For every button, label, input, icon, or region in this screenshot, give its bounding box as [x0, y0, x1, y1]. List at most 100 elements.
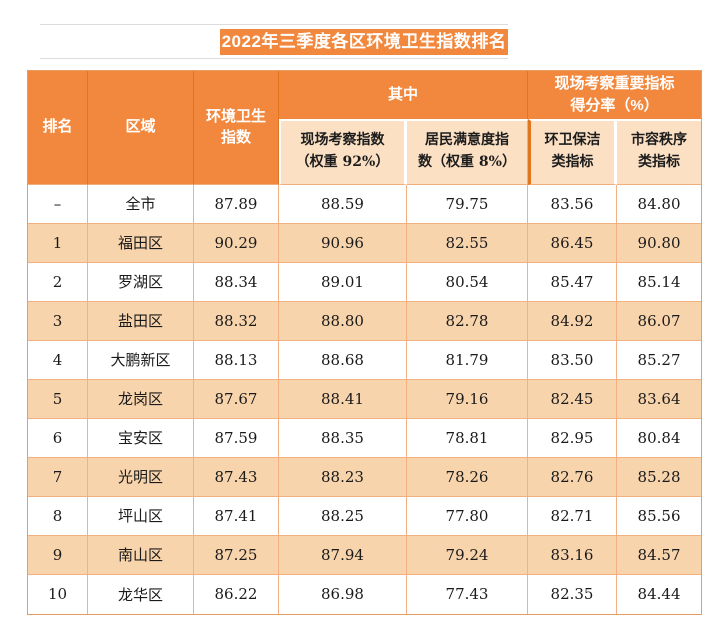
title-section: 2022年三季度各区环境卫生指数排名 [40, 24, 508, 59]
table-row: 2 罗湖区 88.34 89.01 80.54 85.47 85.14 [28, 262, 702, 302]
table-body: – 全市 87.89 88.59 79.75 83.56 84.80 1 福田区 90.29 90.… [28, 184, 702, 614]
cell-district: 盐田区 [88, 301, 194, 341]
cell-city-order: 86.07 [617, 301, 702, 341]
cell-hygiene-index: 90.29 [194, 223, 279, 263]
cell-district: 罗湖区 [88, 262, 194, 302]
cell-sanitation: 83.50 [528, 340, 618, 380]
cell-hygiene-index: 88.34 [194, 262, 279, 302]
cell-city-order: 84.44 [617, 574, 702, 614]
cell-satisfaction: 82.55 [407, 223, 529, 263]
table-row: 10 龙华区 86.22 86.98 77.43 82.35 84.44 [28, 574, 702, 614]
cell-satisfaction: 78.26 [407, 457, 529, 497]
cell-district: 坪山区 [88, 496, 194, 536]
header-hygiene-index: 环境卫生 指数 [194, 71, 279, 185]
header-resident-satisfaction-index: 居民满意度指 数（权重 8%） [407, 118, 529, 185]
cell-city-order: 84.57 [617, 535, 702, 575]
cell-hygiene-index: 86.22 [194, 574, 279, 614]
cell-sanitation: 83.16 [528, 535, 618, 575]
cell-district: 龙岗区 [88, 379, 194, 419]
cell-hygiene-index: 88.32 [194, 301, 279, 341]
cell-satisfaction: 79.24 [407, 535, 529, 575]
cell-rank: 3 [28, 301, 88, 341]
cell-onsite-inspection: 86.98 [279, 574, 407, 614]
cell-hygiene-index: 88.13 [194, 340, 279, 380]
cell-rank: – [28, 184, 88, 224]
cell-satisfaction: 79.16 [407, 379, 529, 419]
cell-onsite-inspection: 88.25 [279, 496, 407, 536]
table-row: – 全市 87.89 88.59 79.75 83.56 84.80 [28, 184, 702, 224]
cell-district: 龙华区 [88, 574, 194, 614]
cell-satisfaction: 82.78 [407, 301, 529, 341]
cell-city-order: 85.27 [617, 340, 702, 380]
cell-satisfaction: 80.54 [407, 262, 529, 302]
cell-onsite-inspection: 88.80 [279, 301, 407, 341]
cell-district: 光明区 [88, 457, 194, 497]
cell-sanitation: 82.71 [528, 496, 618, 536]
cell-rank: 6 [28, 418, 88, 458]
cell-rank: 4 [28, 340, 88, 380]
table-row: 5 龙岗区 87.67 88.41 79.16 82.45 83.64 [28, 379, 702, 419]
cell-city-order: 83.64 [617, 379, 702, 419]
cell-sanitation: 85.47 [528, 262, 618, 302]
cell-district: 南山区 [88, 535, 194, 575]
cell-city-order: 85.56 [617, 496, 702, 536]
cell-district: 大鹏新区 [88, 340, 194, 380]
cell-onsite-inspection: 88.23 [279, 457, 407, 497]
cell-rank: 8 [28, 496, 88, 536]
cell-onsite-inspection: 88.68 [279, 340, 407, 380]
cell-sanitation: 82.35 [528, 574, 618, 614]
header-sanitation-indicator: 环卫保洁 类指标 [528, 118, 618, 185]
table-row: 8 坪山区 87.41 88.25 77.80 82.71 85.56 [28, 496, 702, 536]
page-title: 2022年三季度各区环境卫生指数排名 [220, 29, 508, 55]
cell-hygiene-index: 87.25 [194, 535, 279, 575]
cell-onsite-inspection: 88.41 [279, 379, 407, 419]
cell-city-order: 90.80 [617, 223, 702, 263]
cell-district: 福田区 [88, 223, 194, 263]
table-row: 9 南山区 87.25 87.94 79.24 83.16 84.57 [28, 535, 702, 575]
cell-sanitation: 86.45 [528, 223, 618, 263]
cell-onsite-inspection: 89.01 [279, 262, 407, 302]
cell-onsite-inspection: 87.94 [279, 535, 407, 575]
cell-onsite-inspection: 90.96 [279, 223, 407, 263]
table-row: 4 大鹏新区 88.13 88.68 81.79 83.50 85.27 [28, 340, 702, 380]
cell-onsite-inspection: 88.35 [279, 418, 407, 458]
cell-city-order: 85.28 [617, 457, 702, 497]
cell-city-order: 85.14 [617, 262, 702, 302]
cell-sanitation: 83.56 [528, 184, 618, 224]
cell-sanitation: 82.95 [528, 418, 618, 458]
cell-rank: 10 [28, 574, 88, 614]
cell-city-order: 80.84 [617, 418, 702, 458]
table-row: 6 宝安区 87.59 88.35 78.81 82.95 80.84 [28, 418, 702, 458]
cell-rank: 7 [28, 457, 88, 497]
table-row: 7 光明区 87.43 88.23 78.26 82.76 85.28 [28, 457, 702, 497]
cell-hygiene-index: 87.89 [194, 184, 279, 224]
header-group-among: 其中 [279, 71, 529, 119]
cell-satisfaction: 79.75 [407, 184, 529, 224]
cell-city-order: 84.80 [617, 184, 702, 224]
cell-satisfaction: 78.81 [407, 418, 529, 458]
cell-sanitation: 82.76 [528, 457, 618, 497]
cell-rank: 9 [28, 535, 88, 575]
cell-hygiene-index: 87.67 [194, 379, 279, 419]
header-district: 区域 [88, 71, 194, 185]
cell-sanitation: 82.45 [528, 379, 618, 419]
cell-onsite-inspection: 88.59 [279, 184, 407, 224]
ranking-table: 排名 区域 环境卫生 指数 其中 现场考察重要指标 得分率（%） 现场考察指数 … [27, 70, 703, 615]
cell-hygiene-index: 87.59 [194, 418, 279, 458]
header-onsite-inspection-index: 现场考察指数 （权重 92%） [279, 118, 407, 185]
cell-satisfaction: 81.79 [407, 340, 529, 380]
table-row: 3 盐田区 88.32 88.80 82.78 84.92 86.07 [28, 301, 702, 341]
header-rank: 排名 [28, 71, 88, 185]
cell-sanitation: 84.92 [528, 301, 618, 341]
cell-district: 宝安区 [88, 418, 194, 458]
table-header: 排名 区域 环境卫生 指数 其中 现场考察重要指标 得分率（%） 现场考察指数 … [28, 71, 702, 185]
cell-satisfaction: 77.80 [407, 496, 529, 536]
cell-satisfaction: 77.43 [407, 574, 529, 614]
cell-rank: 1 [28, 223, 88, 263]
cell-district: 全市 [88, 184, 194, 224]
header-group-score-rate: 现场考察重要指标 得分率（%） [528, 71, 702, 119]
header-city-order-indicator: 市容秩序 类指标 [617, 118, 702, 185]
table-row: 1 福田区 90.29 90.96 82.55 86.45 90.80 [28, 223, 702, 263]
cell-rank: 2 [28, 262, 88, 302]
cell-hygiene-index: 87.41 [194, 496, 279, 536]
